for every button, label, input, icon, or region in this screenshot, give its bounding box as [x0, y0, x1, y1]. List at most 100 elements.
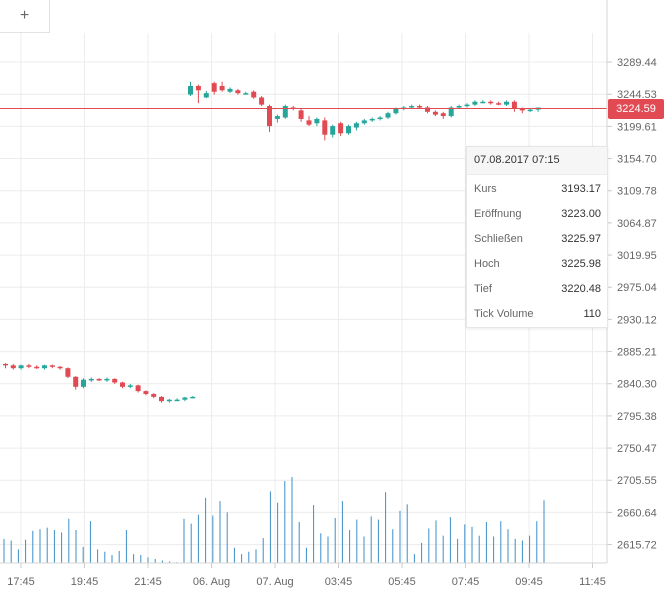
candle-body: [322, 120, 328, 135]
candle-body: [448, 107, 454, 117]
candle-body: [353, 123, 359, 128]
candle-body: [34, 366, 40, 369]
candle-body: [306, 120, 312, 125]
candle-body: [251, 91, 257, 98]
x-tick-label: 07. Aug: [256, 576, 293, 588]
y-tick-label: 2975.04: [617, 282, 657, 294]
candle-body: [203, 93, 209, 98]
candle-body: [464, 104, 470, 107]
add-chart-button[interactable]: +: [0, 0, 50, 33]
candle-body: [159, 396, 164, 402]
x-tick-label: 09:45: [515, 576, 543, 588]
candle-body: [440, 113, 446, 117]
tooltip-value: 3223.00: [561, 208, 601, 220]
candle-body: [361, 120, 367, 124]
candle-body: [127, 385, 133, 387]
current-price-tag: 3224.59: [608, 99, 664, 119]
candle-body: [73, 376, 79, 387]
candle-body: [425, 107, 430, 112]
tooltip-row-volume: Tick Volume 110: [474, 308, 601, 322]
x-tick-label: 05:45: [388, 576, 416, 588]
candle-body: [88, 378, 94, 381]
candle-body: [57, 366, 63, 369]
tooltip-date: 07.08.2017 07:15: [467, 147, 607, 175]
tooltip-label: Eröffnung: [474, 208, 522, 220]
candle-body: [472, 101, 478, 105]
y-tick-label: 2885.21: [617, 347, 657, 359]
candle-body: [409, 106, 415, 108]
candle-body: [282, 106, 288, 118]
candle-body: [527, 109, 533, 112]
candle-body: [235, 90, 241, 94]
candle-body: [81, 379, 86, 387]
candle-body: [104, 378, 110, 381]
candle-body: [195, 86, 201, 91]
candle-body: [112, 378, 118, 383]
candle-body: [298, 110, 304, 119]
candle-body: [274, 116, 280, 119]
candle-body: [330, 126, 336, 135]
candle-body: [143, 391, 149, 394]
tooltip-label: Schließen: [474, 233, 523, 245]
x-tick-label: 21:45: [134, 576, 162, 588]
tooltip-label: Kurs: [474, 183, 497, 195]
tooltip-label: Hoch: [474, 258, 500, 270]
candle-body: [504, 101, 509, 105]
candle-body: [432, 111, 438, 115]
candle-body: [188, 86, 193, 95]
candle-body: [393, 108, 399, 114]
y-tick-label: 2660.64: [617, 507, 657, 519]
candle-body: [96, 378, 102, 381]
y-tick-label: 3019.95: [617, 250, 657, 262]
y-tick-label: 2750.47: [617, 443, 657, 455]
candle-body: [18, 365, 24, 369]
y-tick-label: 3154.70: [617, 154, 657, 166]
y-tick-label: 2930.12: [617, 314, 657, 326]
candle-body: [243, 93, 249, 95]
x-tick-label: 07:45: [452, 576, 480, 588]
candle-body: [135, 385, 141, 392]
candle-body: [385, 113, 391, 118]
x-axis-labels: 17:45 19:45 21:45 06. Aug 07. Aug 03:45 05:45 0…: [7, 563, 606, 588]
candle-body: [227, 88, 233, 92]
candle-body: [120, 382, 125, 387]
tooltip-row-close: Schließen 3225.97: [474, 233, 601, 247]
candle-body: [456, 106, 462, 108]
tooltip-row-low: Tief 3220.48: [474, 283, 601, 297]
volume-bars: [3, 476, 545, 563]
candle-body: [346, 126, 351, 134]
y-axis-labels: 3289.44 3244.53 3199.61 3154.70 3109.78 3064.…: [607, 57, 657, 552]
candle-body: [10, 365, 16, 369]
tooltip-row-open: Eröffnung 3223.00: [474, 208, 601, 222]
candle-body: [417, 106, 423, 108]
candle-body: [511, 101, 517, 109]
candle-body: [42, 365, 47, 369]
tooltip-value: 3193.17: [561, 183, 601, 195]
candle-body: [314, 118, 320, 124]
ohlc-tooltip: 07.08.2017 07:15 Kurs 3193.17 Eröffnung …: [466, 146, 608, 328]
x-tick-label: 03:45: [325, 576, 353, 588]
tooltip-label: Tief: [474, 283, 492, 295]
y-tick-label: 3109.78: [617, 186, 657, 198]
tooltip-row-high: Hoch 3225.98: [474, 258, 601, 272]
candlestick-series: [3, 81, 541, 403]
tooltip-row-kurs: Kurs 3193.17: [474, 183, 601, 197]
candle-body: [369, 118, 375, 121]
y-tick-label: 3244.53: [617, 89, 657, 101]
y-tick-label: 2705.55: [617, 475, 657, 487]
tooltip-value: 3225.97: [561, 233, 601, 245]
y-tick-label: 2615.72: [617, 540, 657, 552]
y-tick-label: 3064.87: [617, 218, 657, 230]
y-tick-label: 3199.61: [617, 121, 657, 133]
tooltip-value: 110: [583, 308, 601, 320]
candle-body: [259, 97, 265, 105]
candle-body: [190, 396, 196, 399]
candle-body: [182, 397, 188, 400]
candle-body: [65, 368, 71, 377]
candle-body: [377, 117, 383, 120]
x-tick-label: 17:45: [7, 576, 35, 588]
x-tick-label: 11:45: [579, 576, 606, 588]
candle-body: [496, 103, 502, 105]
